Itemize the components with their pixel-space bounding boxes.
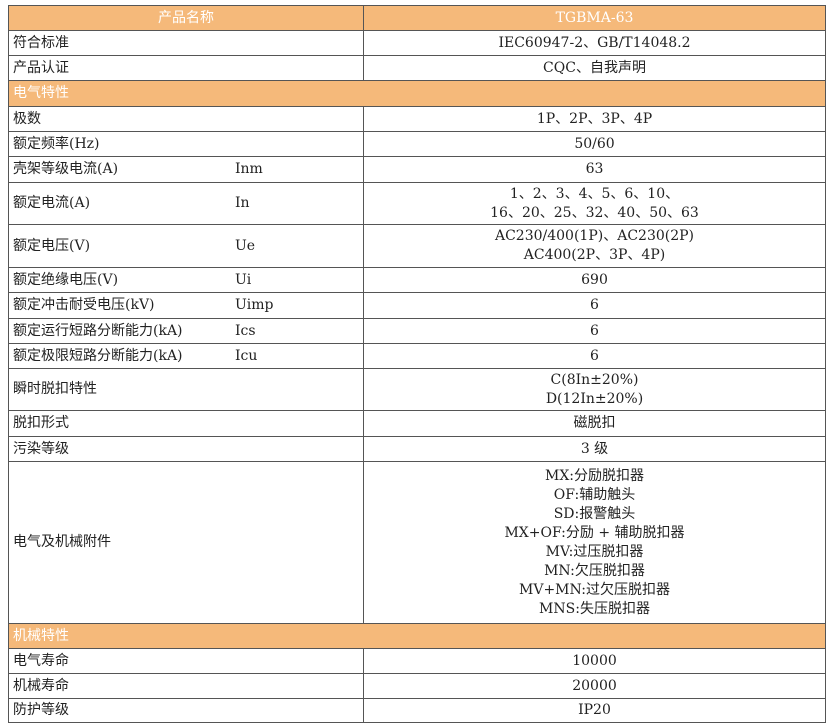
row-value: 磁脱扣 (363, 410, 826, 437)
row-value: 6 (363, 343, 826, 369)
spec-table: 产品名称 TGBMA-63 符合标准 IEC60947-2、GB/T14048.2 … (8, 5, 826, 723)
row-label: 额定电流(A) In (8, 182, 364, 225)
row-label: 产品认证 (8, 55, 364, 81)
label-text: 额定电压(V) (13, 237, 91, 254)
row-value: 1P、2P、3P、4P (363, 106, 826, 132)
table-row: 符合标准 IEC60947-2、GB/T14048.2 (8, 30, 826, 56)
row-value: MX:分励脱扣器 OF:辅助触头 SD:报警触头 MX+OF:分励 + 辅助脱扣… (363, 461, 826, 624)
table-row: 机械寿命 20000 (8, 673, 826, 699)
table-row: 壳架等级电流(A) Inm 63 (8, 156, 826, 183)
row-label: 脱扣形式 (8, 410, 364, 437)
table-row: 电气寿命 10000 (8, 648, 826, 674)
row-value: AC230/400(1P)、AC230(2P) AC400(2P、3P、4P) (363, 224, 826, 268)
row-value: 20000 (363, 673, 826, 699)
section-row: 机械特性 (8, 623, 826, 649)
row-value: 6 (363, 292, 826, 319)
symbol: Ui (235, 271, 252, 288)
row-label: 电气寿命 (8, 648, 364, 674)
value-line: MV+MN:过欠压脱扣器 (519, 581, 670, 598)
value-line: C(8In±20%) (550, 371, 639, 388)
row-value: IEC60947-2、GB/T14048.2 (363, 30, 826, 56)
symbol: In (235, 195, 250, 211)
table-row: 额定绝缘电压(V) Ui 690 (8, 267, 826, 293)
table-row: 额定电流(A) In 1、2、3、4、5、6、10、 16、20、25、32、40、5… (8, 182, 826, 225)
table-row: 额定电压(V) Ue AC230/400(1P)、AC230(2P) AC400(2P… (8, 224, 826, 268)
symbol: Uimp (235, 297, 274, 313)
symbol: Inm (235, 161, 263, 177)
label-text: 额定电流(A) (13, 195, 91, 211)
table-row: 产品认证 CQC、自我声明 (8, 55, 826, 81)
row-label: 额定运行短路分断能力(kA) Ics (8, 318, 364, 344)
section-mechanical: 机械特性 (8, 623, 826, 649)
label-text: 额定冲击耐受电压(kV) (13, 297, 155, 313)
row-label: 额定极限短路分断能力(kA) Icu (8, 343, 364, 369)
table-row: 极数 1P、2P、3P、4P (8, 106, 826, 132)
row-label: 污染等级 (8, 436, 364, 462)
value-line: AC230/400(1P)、AC230(2P) (494, 228, 695, 244)
row-value: 3 级 (363, 436, 826, 462)
value-line: 1、2、3、4、5、6、10、 (509, 185, 680, 202)
symbol: Ue (235, 237, 256, 254)
row-value: C(8In±20%) D(12In±20%) (363, 368, 826, 411)
row-label: 壳架等级电流(A) Inm (8, 156, 364, 183)
row-value: 50/60 (363, 131, 826, 157)
value-line: MV:过压脱扣器 (545, 543, 644, 560)
row-label: 电气及机械附件 (8, 461, 364, 624)
label-text: 额定运行短路分断能力(kA) (13, 322, 183, 339)
row-label: 符合标准 (8, 30, 364, 56)
row-label: 机械寿命 (8, 673, 364, 699)
value-line: OF:辅助触头 (553, 486, 636, 503)
row-value: 10000 (363, 648, 826, 674)
row-label: 额定冲击耐受电压(kV) Uimp (8, 292, 364, 319)
label-text: 壳架等级电流(A) (13, 161, 119, 177)
row-label: 额定绝缘电压(V) Ui (8, 267, 364, 293)
value-line: SD:报警触头 (553, 505, 636, 522)
table-row: 额定运行短路分断能力(kA) Ics 6 (8, 318, 826, 344)
row-value: 6 (363, 318, 826, 344)
label-text: 额定绝缘电压(V) (13, 271, 119, 288)
section-electrical: 电气特性 (8, 80, 826, 107)
table-row: 污染等级 3 级 (8, 436, 826, 462)
symbol: Icu (235, 347, 258, 364)
row-label: 额定频率(Hz) (8, 131, 364, 157)
row-value: IP20 (363, 698, 826, 723)
value-line: MX:分励脱扣器 (544, 467, 645, 484)
value-line: 16、20、25、32、40、50、63 (490, 204, 699, 221)
value-line: MX+OF:分励 + 辅助脱扣器 (504, 524, 685, 541)
row-label: 防护等级 (8, 698, 364, 723)
table-row: 防护等级 IP20 (8, 698, 826, 723)
section-row: 电气特性 (8, 80, 826, 107)
row-value: 690 (363, 267, 826, 293)
row-label: 瞬时脱扣特性 (8, 368, 364, 411)
header-model: TGBMA-63 (363, 5, 826, 31)
header-name-label: 产品名称 (8, 5, 364, 31)
table-row: 脱扣形式 磁脱扣 (8, 410, 826, 437)
value-line: AC400(2P、3P、4P) (523, 247, 666, 263)
row-label: 极数 (8, 106, 364, 132)
value-line: MN:欠压脱扣器 (544, 562, 645, 579)
row-value: 1、2、3、4、5、6、10、 16、20、25、32、40、50、63 (363, 182, 826, 225)
value-line: D(12In±20%) (545, 390, 644, 407)
table-row: 额定极限短路分断能力(kA) Icu 6 (8, 343, 826, 369)
table-row: 电气及机械附件 MX:分励脱扣器 OF:辅助触头 SD:报警触头 MX+OF:分… (8, 461, 826, 624)
symbol: Ics (235, 322, 256, 339)
row-label: 额定电压(V) Ue (8, 224, 364, 268)
header-row: 产品名称 TGBMA-63 (8, 5, 826, 31)
table-row: 额定频率(Hz) 50/60 (8, 131, 826, 157)
table-row: 瞬时脱扣特性 C(8In±20%) D(12In±20%) (8, 368, 826, 411)
row-value: 63 (363, 156, 826, 183)
table-row: 额定冲击耐受电压(kV) Uimp 6 (8, 292, 826, 319)
label-text: 额定极限短路分断能力(kA) (13, 347, 183, 364)
row-value: CQC、自我声明 (363, 55, 826, 81)
value-line: MNS:失压脱扣器 (539, 600, 650, 617)
